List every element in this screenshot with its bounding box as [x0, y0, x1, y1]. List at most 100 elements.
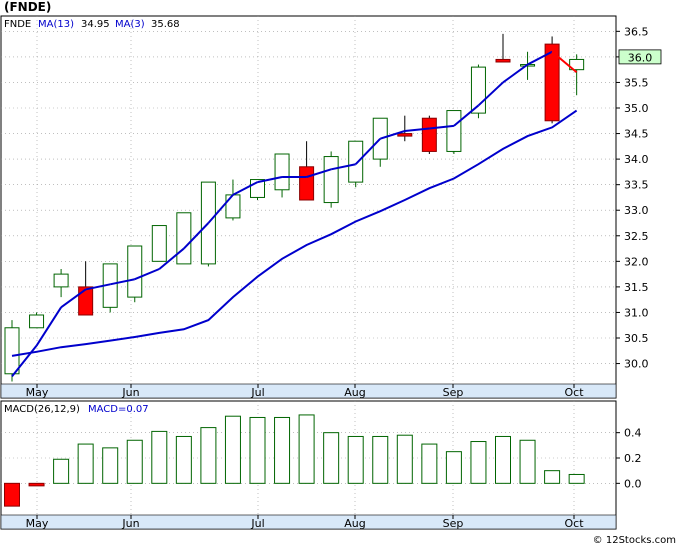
ma3-line-segment [404, 127, 430, 132]
ma3-line-segment [257, 176, 283, 184]
month-label: Jul [250, 386, 264, 399]
price-tick-label: 33.0 [624, 204, 649, 217]
chart-title: (FNDE) [4, 0, 51, 14]
candle-body [29, 314, 45, 329]
macd-bar [372, 435, 389, 484]
candle-body [544, 43, 560, 122]
ma3-line-segment [158, 247, 185, 270]
candle-body [274, 153, 290, 191]
price-tick-label: 33.5 [624, 179, 649, 192]
ma3-line-segment [429, 124, 455, 130]
ma3-line-segment [502, 63, 529, 84]
macd-bar [28, 482, 45, 487]
month-label: Jul [250, 517, 264, 530]
macd-bar [126, 439, 143, 484]
ma3-line-segment [232, 181, 258, 196]
macd-tick-label: 0.2 [624, 452, 642, 465]
price-tick-label: 32.5 [624, 230, 649, 243]
candle-body [151, 225, 167, 262]
price-tick-label: 30.0 [624, 358, 649, 371]
legend-ma3-label: MA(3) [115, 19, 145, 30]
ma3-line-segment [354, 137, 381, 165]
price-tick-label: 30.5 [624, 332, 649, 345]
ma3-line-segment [551, 51, 578, 73]
price-panel [0, 15, 617, 399]
price-tick-label: 32.0 [624, 255, 649, 268]
month-label: Jun [121, 517, 139, 530]
price-tick-label: 34.5 [624, 128, 649, 141]
macd-tick-label: 0.4 [624, 427, 642, 440]
macd-bar [323, 432, 340, 484]
candle-body [299, 166, 315, 201]
macd-bar [249, 416, 266, 484]
month-label: Jun [121, 386, 139, 399]
ma3-line-segment [109, 278, 135, 286]
price-tick-label: 35.5 [624, 76, 649, 89]
macd-bar [200, 427, 217, 484]
legend-ma3-value: 35.68 [151, 19, 180, 30]
candle-body [127, 245, 143, 298]
macd-bar [175, 435, 192, 484]
macd-tick-label: 0.0 [624, 477, 642, 490]
candle-body [78, 286, 94, 316]
ma3-line-segment [527, 50, 553, 66]
ma3-line-segment [11, 345, 38, 377]
macd-time-axis [0, 514, 617, 530]
month-label: May [26, 517, 49, 530]
macd-bar [445, 451, 462, 484]
macd-bar [4, 482, 20, 507]
month-label: Oct [564, 517, 584, 530]
footer-credit: © 12Stocks.com [593, 535, 676, 546]
candle-body [176, 212, 192, 265]
month-label: Sep [443, 517, 464, 530]
candle-body [4, 327, 20, 375]
candle-body [421, 117, 437, 152]
legend-macd-label: MACD(26,12,9) [4, 404, 80, 415]
ma3-line-segment [207, 194, 234, 224]
macd-bar [151, 430, 168, 484]
macd-bar [274, 416, 291, 484]
macd-bar [421, 443, 438, 484]
legend-macd-value: MACD=0.07 [88, 404, 149, 415]
price-tick-label: 31.5 [624, 281, 649, 294]
macd-bar [298, 414, 315, 484]
month-label: Aug [344, 386, 365, 399]
ma3-line-segment [477, 81, 504, 107]
last-price-label: 36.0 [628, 51, 653, 64]
ma3-line-segment [330, 163, 356, 171]
ma3-line-segment [85, 283, 111, 291]
macd-bar [396, 434, 413, 484]
macd-bar [102, 447, 119, 484]
price-tick-label: 31.0 [624, 306, 649, 319]
ma3-line-segment [379, 130, 406, 140]
price-tick-label: 35.0 [624, 102, 649, 115]
macd-bar [77, 443, 94, 484]
month-label: Oct [564, 386, 584, 399]
candle-body [53, 273, 69, 288]
macd-bar [495, 435, 511, 484]
macd-bar [519, 439, 536, 484]
candle-body [348, 140, 364, 183]
month-label: May [26, 386, 49, 399]
month-label: Aug [344, 517, 365, 530]
candle-body [569, 58, 585, 71]
macd-bar [470, 441, 487, 484]
macd-bar [544, 470, 561, 484]
ma3-line-segment [453, 104, 480, 127]
candle-body [397, 133, 413, 137]
ma3-line-segment [134, 268, 160, 281]
ma3-line-segment [183, 222, 210, 250]
ma3-line-segment [60, 288, 87, 309]
legend-ma13-label: MA(13) [38, 19, 74, 30]
candle-body [225, 194, 241, 219]
legend-ma13-value: 34.95 [81, 19, 110, 30]
price-time-axis [0, 383, 617, 399]
legend-symbol: FNDE [4, 19, 31, 30]
candle-body [323, 156, 339, 204]
ma3-line-segment [306, 168, 332, 178]
macd-bar [224, 415, 241, 484]
price-tick-label: 36.5 [624, 25, 649, 38]
month-label: Sep [443, 386, 464, 399]
macd-bar [568, 473, 585, 484]
